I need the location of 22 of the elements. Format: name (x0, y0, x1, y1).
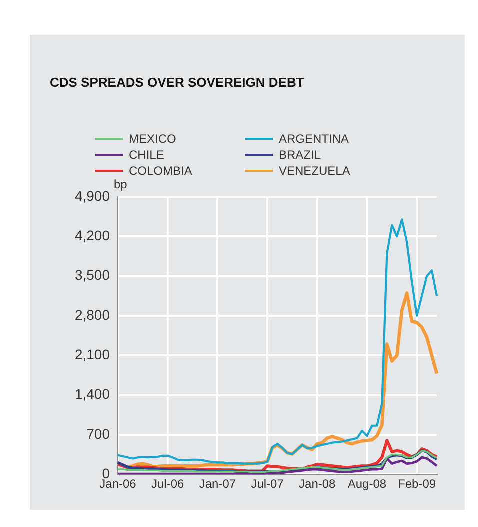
y-tick-label: 3,500 (74, 267, 110, 284)
legend-label: COLOMBIA (129, 164, 192, 178)
y-tick-label: 4,200 (74, 228, 110, 244)
legend-label: VENEZUELA (279, 164, 350, 178)
x-tick-label: Jan-06 (100, 477, 137, 492)
x-tick-label: Aug-08 (348, 477, 387, 492)
legend-label: BRAZIL (279, 148, 322, 162)
x-tick-label: Feb-09 (398, 477, 436, 492)
legend-label: MEXICO (129, 132, 176, 146)
x-tick-label: Jul-06 (152, 477, 185, 492)
y-tick-label: 4,900 (74, 188, 110, 204)
x-tick-label: Jan-08 (299, 477, 336, 492)
y-tick-label: 700 (86, 426, 110, 442)
x-tick-label: Jul-07 (251, 477, 284, 492)
y-tick-label: 1,400 (74, 386, 110, 402)
legend-label: CHILE (129, 148, 164, 162)
legend-label: ARGENTINA (279, 132, 350, 146)
y-tick-label: 2,800 (74, 306, 110, 323)
chart-title: CDS SPREADS OVER SOVEREIGN DEBT (50, 75, 304, 90)
y-axis-title: bp (114, 177, 128, 192)
x-tick-label: Jan-07 (199, 477, 236, 492)
y-tick-label: 2,100 (74, 346, 110, 362)
